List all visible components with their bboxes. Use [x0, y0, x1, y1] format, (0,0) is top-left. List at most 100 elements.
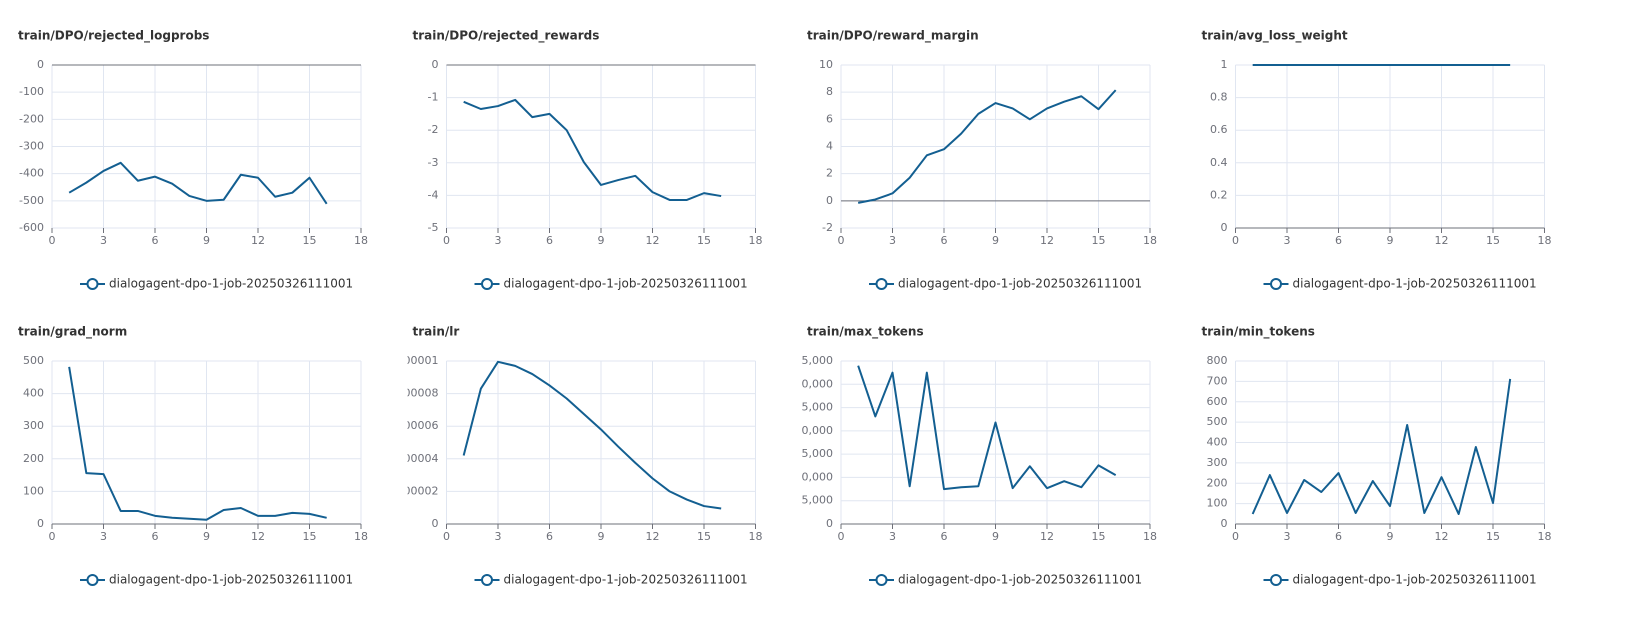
x-tick-label: 18	[1143, 530, 1157, 543]
series-line	[462, 360, 722, 510]
y-tick-label: -500	[19, 194, 44, 207]
x-tick-label: 15	[697, 530, 711, 543]
y-tick-label: 0.000006	[386, 419, 439, 432]
legend-marker	[86, 278, 99, 290]
y-tick-label: 0	[37, 517, 44, 530]
y-tick-label: -2	[822, 221, 833, 234]
y-tick-label: -1	[428, 91, 439, 104]
x-tick-label: 18	[749, 530, 763, 543]
legend-label: dialogagent-dpo-1-job-20250326111001	[504, 277, 748, 291]
x-tick-label: 15	[1092, 530, 1106, 543]
x-tick-label: 6	[1335, 530, 1342, 543]
x-tick-label: 15	[1486, 530, 1500, 543]
y-tick-label: 8	[826, 85, 833, 98]
chart-panel: train/min_tokens800700600500400300200100…	[1202, 325, 1552, 587]
x-tick-label: 0	[1232, 530, 1239, 543]
x-tick-label: 6	[1335, 234, 1342, 247]
x-tick-label: 12	[646, 234, 660, 247]
chart-title: train/avg_loss_weight	[1202, 29, 1348, 44]
y-tick-label: 100	[23, 484, 44, 497]
y-tick-label: -4	[428, 188, 439, 201]
y-tick-label: 1	[1221, 58, 1228, 71]
legend-label: dialogagent-dpo-1-job-20250326111001	[109, 573, 353, 587]
y-tick-label: 20,000	[795, 424, 834, 437]
y-tick-label: 35,000	[795, 354, 834, 367]
x-tick-label: 6	[152, 234, 159, 247]
x-tick-label: 0	[443, 234, 450, 247]
x-tick-label: 9	[203, 234, 210, 247]
y-tick-label: 10,000	[795, 470, 834, 483]
x-tick-label: 9	[992, 234, 999, 247]
y-tick-label: 10	[819, 58, 833, 71]
x-tick-label: 3	[495, 234, 502, 247]
legend-marker	[481, 278, 493, 290]
x-tick-label: 9	[203, 530, 210, 543]
y-tick-label: -5	[428, 221, 439, 234]
chart-title: train/lr	[413, 325, 460, 339]
x-tick-label: 0	[443, 530, 450, 543]
chart-title: train/grad_norm	[18, 325, 127, 340]
y-tick-label: 0	[826, 194, 833, 207]
y-tick-label: 5,000	[802, 494, 834, 507]
x-tick-label: 0	[1232, 234, 1239, 247]
chart-panel: train/DPO/rejected_logprobs 0 -100 -200 -300…	[18, 29, 368, 291]
y-tick-label: 300	[23, 419, 44, 432]
chart-title: train/min_tokens	[1202, 325, 1315, 340]
chart-title: train/max_tokens	[807, 325, 924, 340]
y-tick-label: 0.4	[1210, 156, 1228, 169]
y-tick-label: 200	[23, 452, 44, 465]
y-tick-label: 25,000	[795, 401, 834, 414]
y-tick-label: 600	[1207, 395, 1228, 408]
y-tick-label: 500	[23, 354, 44, 367]
y-tick-label: 30,000	[795, 377, 834, 390]
y-tick-label: 4	[826, 140, 833, 153]
x-tick-label: 15	[1092, 234, 1106, 247]
y-tick-label: 200	[1207, 476, 1228, 489]
x-tick-label: 15	[1486, 234, 1500, 247]
x-tick-label: 9	[598, 530, 605, 543]
y-tick-label: 15,000	[795, 447, 834, 460]
y-tick-label: 0	[432, 58, 439, 71]
y-tick-label: -200	[19, 112, 44, 125]
series-line	[68, 366, 327, 521]
x-tick-label: 15	[303, 234, 317, 247]
legend-marker	[875, 574, 888, 586]
y-tick-label: 0.2	[1210, 188, 1228, 201]
x-tick-label: 12	[251, 530, 265, 543]
chart-title: train/DPO/rejected_rewards	[413, 29, 600, 44]
legend-marker	[481, 574, 493, 586]
x-tick-label: 18	[354, 234, 368, 247]
x-tick-label: 3	[495, 530, 502, 543]
y-tick-label: 0	[826, 517, 833, 530]
y-tick-label: 0	[37, 58, 44, 71]
y-tick-label: 700	[1207, 374, 1228, 387]
x-tick-label: 3	[1284, 234, 1291, 247]
chart-title: train/DPO/reward_margin	[807, 29, 979, 44]
x-tick-label: 18	[1538, 234, 1552, 247]
y-tick-label: 0.000002	[386, 484, 439, 497]
x-tick-label: 9	[992, 530, 999, 543]
x-tick-label: 3	[100, 530, 107, 543]
y-tick-label: 400	[1207, 436, 1228, 449]
x-tick-label: 0	[49, 530, 56, 543]
y-tick-label: -400	[19, 167, 44, 180]
y-tick-label: 300	[1207, 456, 1228, 469]
x-tick-label: 15	[303, 530, 317, 543]
y-tick-label: 6	[826, 112, 833, 125]
chart-panel: train/DPO/rejected_rewards 0 -1 -2 -3 -4 -5 0 3 6…	[413, 29, 763, 291]
y-tick-label: 0	[1221, 517, 1228, 530]
x-tick-label: 15	[697, 234, 711, 247]
series-line	[68, 161, 328, 205]
x-tick-label: 0	[49, 234, 56, 247]
chart-panel: train/grad_norm 500 400 300 200 100 00 3 6 9 12 15 1…	[18, 325, 368, 587]
legend-label: dialogagent-dpo-1-job-20250326111001	[109, 277, 353, 291]
x-tick-label: 3	[100, 234, 107, 247]
x-tick-label: 18	[1538, 530, 1552, 543]
y-tick-label: -100	[19, 85, 44, 98]
x-tick-label: 3	[889, 234, 896, 247]
legend-marker	[1270, 278, 1282, 290]
y-tick-label: 500	[1207, 415, 1228, 428]
series-line	[857, 89, 1117, 204]
legend-label: dialogagent-dpo-1-job-20250326111001	[898, 277, 1142, 291]
